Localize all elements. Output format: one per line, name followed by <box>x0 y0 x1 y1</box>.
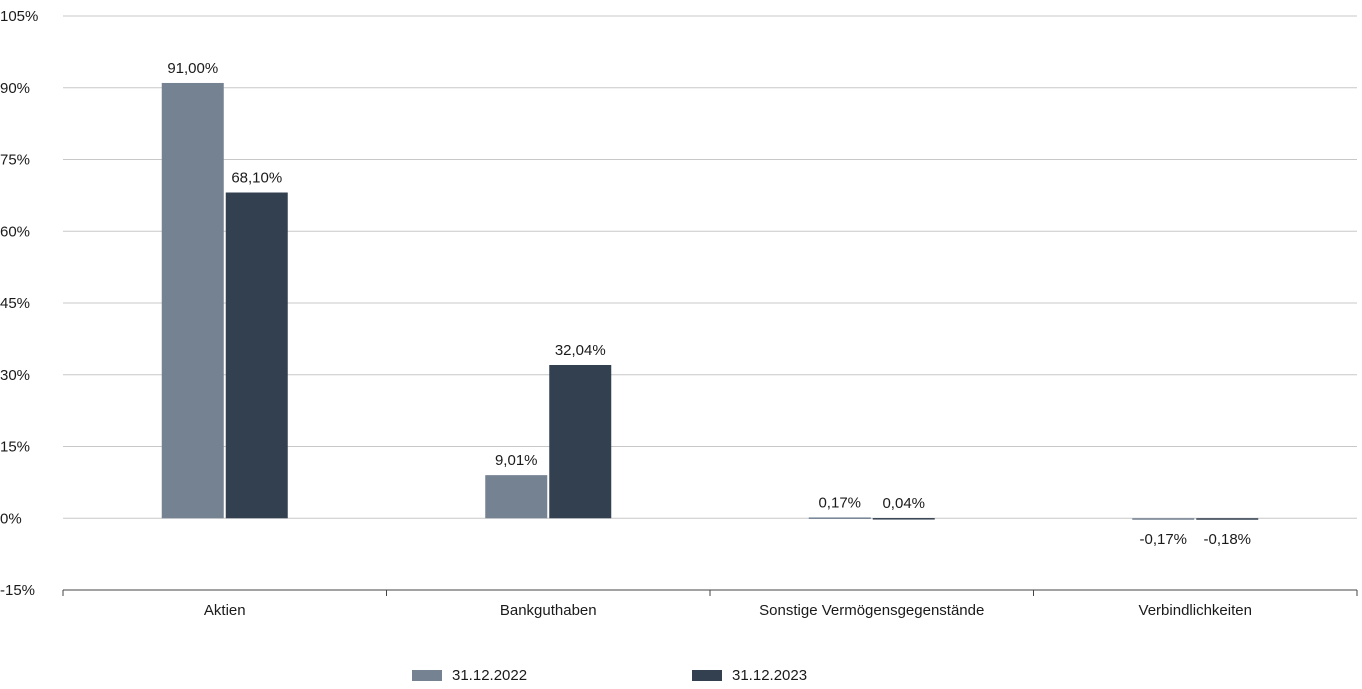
legend-swatch-series-1 <box>412 670 442 681</box>
bar <box>1196 518 1259 520</box>
y-tick-label: 0% <box>0 510 22 527</box>
bar <box>485 475 548 519</box>
y-tick-label: -15% <box>0 582 35 599</box>
bar <box>808 517 871 519</box>
bar <box>225 192 288 519</box>
y-tick-label: 105% <box>0 8 38 25</box>
legend: 31.12.2022 31.12.2023 <box>0 667 1362 689</box>
y-tick-label: 90% <box>0 80 30 97</box>
y-tick-label: 45% <box>0 295 30 312</box>
data-label: 91,00% <box>167 60 218 77</box>
bars <box>161 82 1259 520</box>
y-tick-label: 15% <box>0 439 30 456</box>
bar <box>872 518 935 520</box>
data-label: 9,01% <box>495 452 538 469</box>
legend-swatch-series-2 <box>692 670 722 681</box>
bar <box>549 364 612 519</box>
legend-label-series-1: 31.12.2022 <box>452 667 528 684</box>
data-labels: 91,00% 68,10% 9,01% 32,04% 0,17% 0,04% -0,17% -… <box>167 60 1251 548</box>
y-axis-ticks: 105% 90% 75% 60% 45% 30% 15% 0% -15% <box>0 8 38 599</box>
legend-label-series-2: 31.12.2023 <box>732 667 808 684</box>
legend-item-series-2: 31.12.2023 <box>692 667 807 684</box>
bar-chart: 105% 90% 75% 60% 45% 30% 15% 0% -15% 91,00% 68,10… <box>0 8 1358 619</box>
x-category-label: Bankguthaben <box>500 602 597 619</box>
x-category-label: Verbindlichkeiten <box>1139 602 1252 619</box>
y-tick-label: 75% <box>0 152 30 169</box>
x-axis: Aktien Bankguthaben Sonstige Vermögensgege… <box>62 589 1358 619</box>
legend-item-series-1: 31.12.2022 <box>412 667 527 684</box>
y-tick-label: 60% <box>0 223 30 240</box>
bar <box>1132 518 1195 520</box>
data-label: -0,17% <box>1139 531 1187 548</box>
data-label: 32,04% <box>555 342 606 359</box>
data-label: 68,10% <box>231 170 282 187</box>
x-category-label: Sonstige Vermögensgegenstände <box>759 602 984 619</box>
x-category-label: Aktien <box>204 602 246 619</box>
data-label: 0,04% <box>882 495 925 512</box>
bar <box>161 82 224 519</box>
data-label: 0,17% <box>818 494 861 511</box>
y-tick-label: 30% <box>0 367 30 384</box>
data-label: -0,18% <box>1203 531 1251 548</box>
